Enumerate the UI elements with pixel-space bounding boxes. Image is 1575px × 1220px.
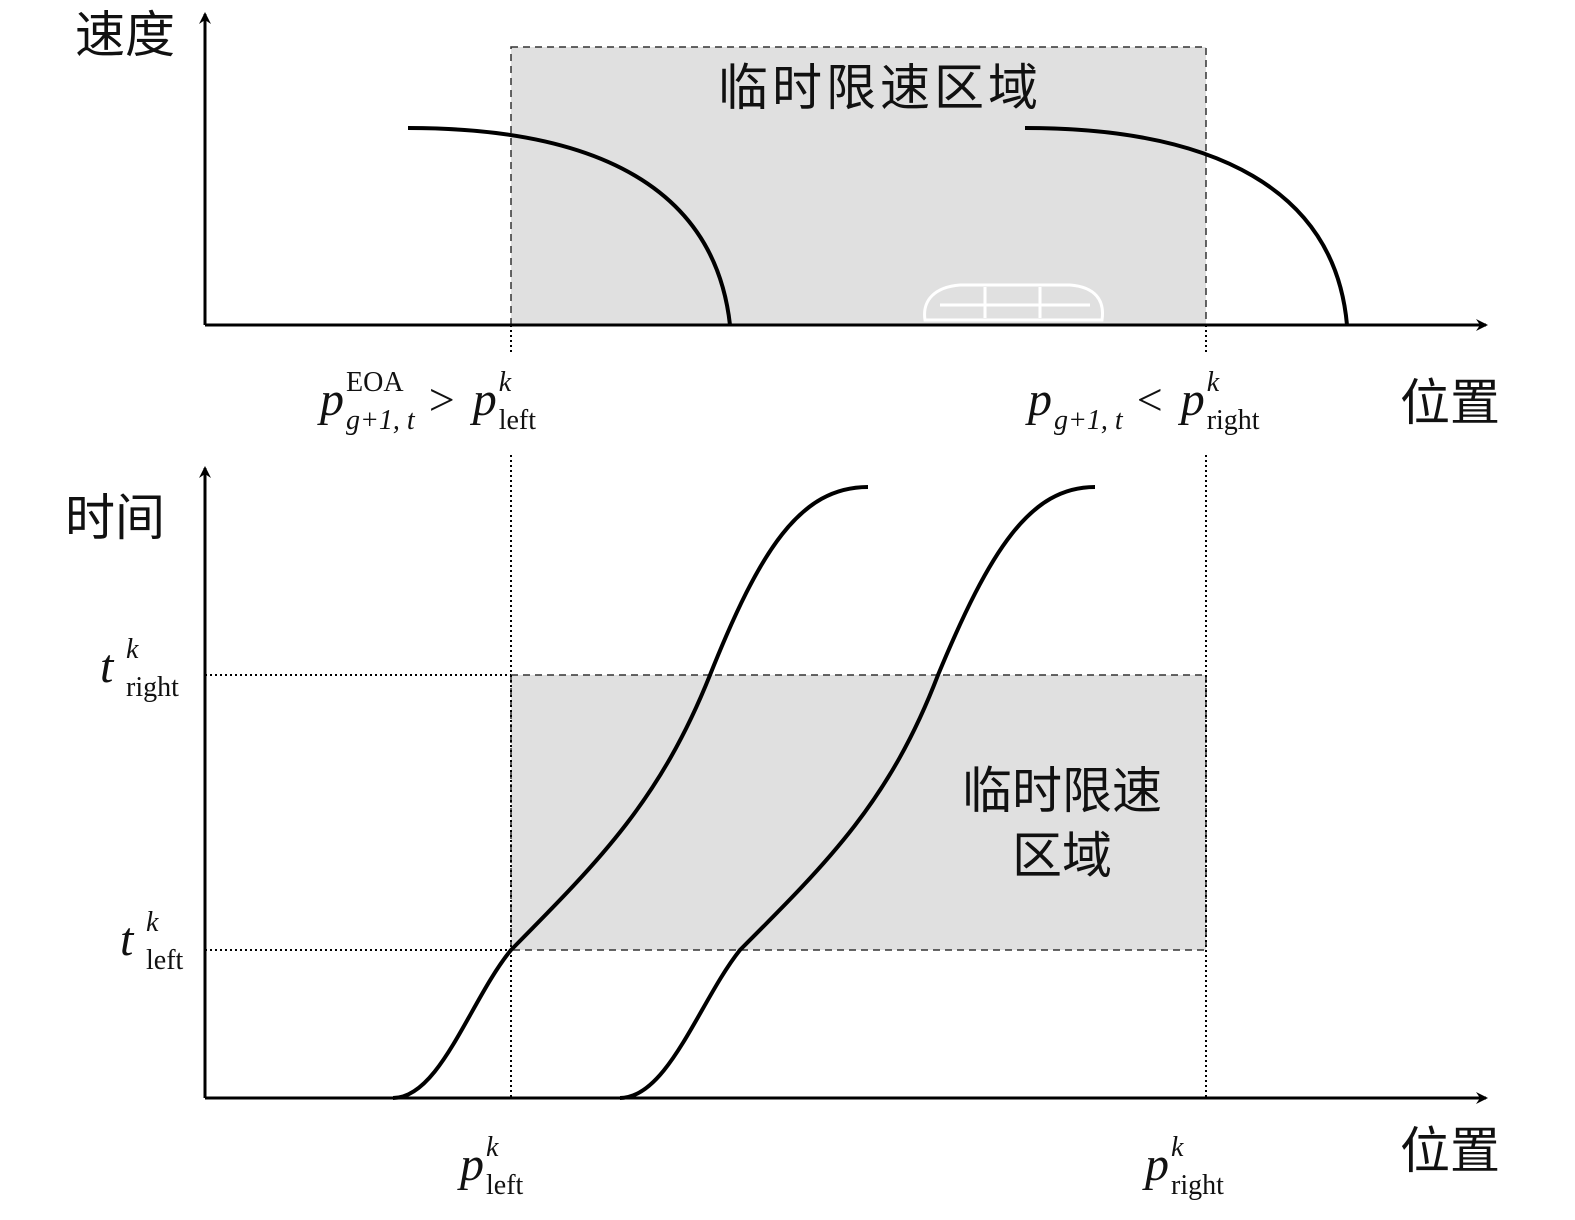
train-icon — [923, 283, 1105, 322]
math-base: t — [100, 640, 115, 693]
math-sup: k — [486, 1132, 499, 1163]
braking-curve — [407, 126, 732, 326]
braking-curve — [1024, 126, 1349, 326]
math-sup: k — [146, 907, 159, 938]
math-sub: right — [1171, 1170, 1224, 1201]
zone-label: 区域 — [1012, 827, 1112, 885]
zone-boundary — [205, 455, 1207, 1098]
math-base: p — [1025, 373, 1052, 426]
math-base: p — [317, 373, 344, 426]
y-axis-label: 时间 — [65, 489, 165, 547]
math-sub: g+1, t — [1054, 405, 1124, 436]
math-base: p — [1178, 373, 1205, 426]
math-base: p — [470, 373, 497, 426]
zone-boundary — [510, 325, 1207, 352]
math-sub: right — [126, 672, 179, 703]
math-base: p — [1142, 1138, 1169, 1191]
math-base: p — [457, 1138, 484, 1191]
time-zone — [510, 674, 1207, 951]
speed-zone — [510, 46, 1207, 326]
math-sub: left — [499, 405, 537, 436]
math-sub: g+1, t — [346, 405, 416, 436]
math-sub: right — [1207, 405, 1260, 436]
x-axis-label: 位置 — [1400, 1122, 1500, 1180]
math-sup: k — [1171, 1132, 1184, 1163]
math-sub: left — [486, 1170, 524, 1201]
zone-label: 临时限速区域 — [718, 59, 1042, 117]
math-sup: k — [126, 634, 139, 665]
x-axis-label: 位置 — [1400, 374, 1500, 432]
operator: > — [429, 374, 455, 425]
math-sup: k — [499, 367, 512, 398]
trajectory — [619, 485, 1096, 1100]
math-sub: left — [146, 945, 184, 976]
zone-label: 临时限速 — [962, 762, 1162, 820]
math-base: t — [120, 913, 135, 966]
y-axis-label: 速度 — [75, 6, 175, 64]
operator: < — [1137, 374, 1163, 425]
math-sup: EOA — [346, 367, 404, 398]
trajectory — [392, 485, 869, 1100]
math-sup: k — [1207, 367, 1220, 398]
